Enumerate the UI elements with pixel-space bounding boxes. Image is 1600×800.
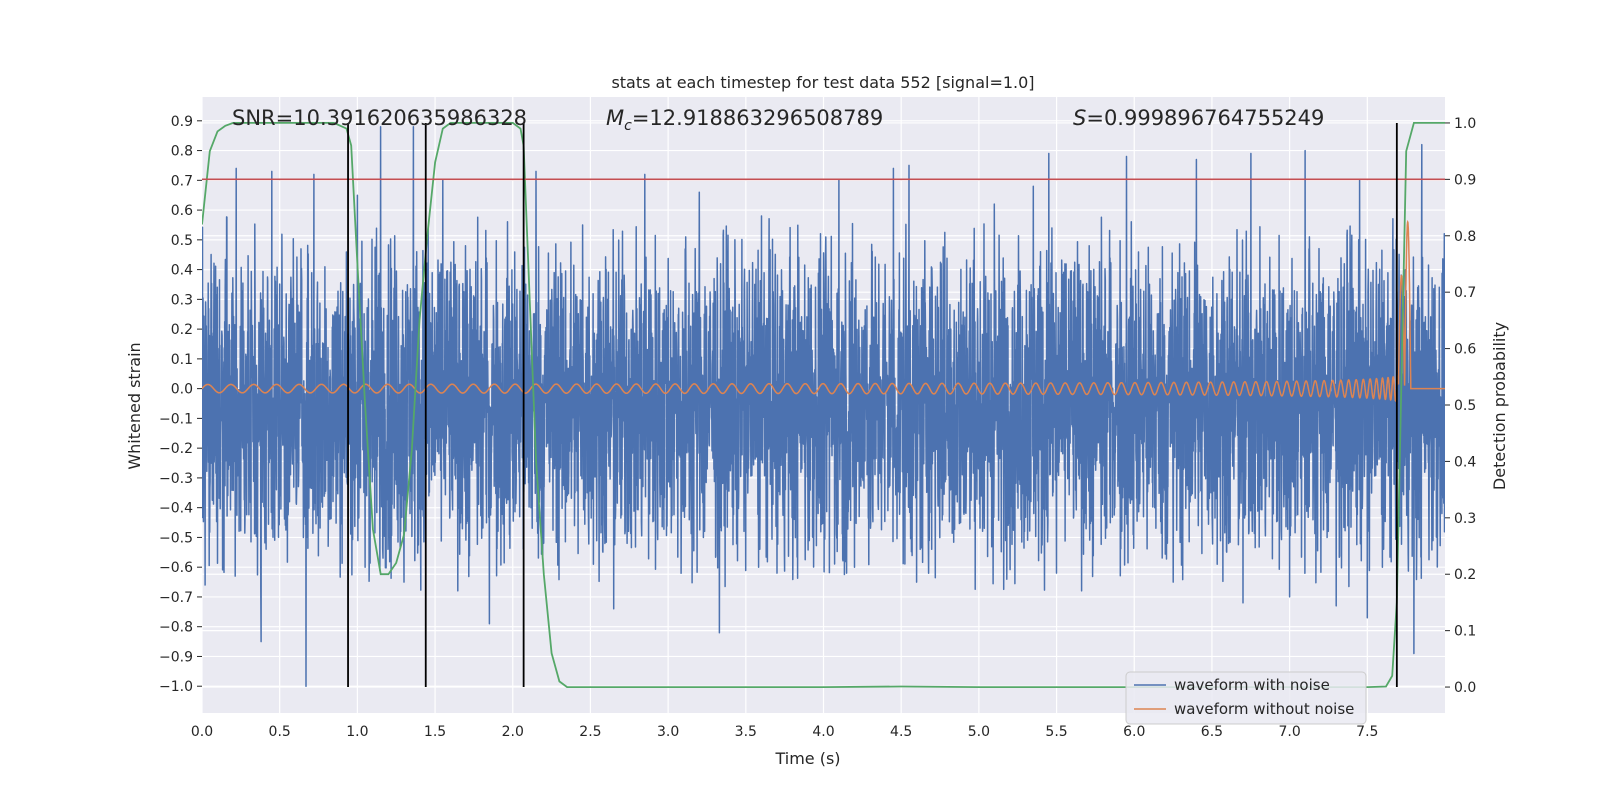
y2-tick-label: 0.7 — [1454, 285, 1476, 301]
x-tick-label: 6.0 — [1123, 724, 1145, 740]
y-tick-label: 0.1 — [171, 352, 193, 368]
clean-waveform-line — [202, 219, 1445, 402]
y-tick-label: −0.5 — [159, 530, 193, 546]
chirp-mass-subscript: c — [624, 118, 632, 134]
y-tick-label: 0.0 — [171, 382, 193, 398]
y-axis-ticks: 0.9 0.8 0.7 0.6 0.5 0.4 0.3 0.2 0.1 0.0 −0.1 −0.2 −0… — [159, 114, 202, 695]
y-tick-label: 0.5 — [171, 233, 193, 249]
y-tick-label: 0.9 — [171, 114, 193, 130]
score-annotation: S=0.999896764755249 — [1073, 106, 1324, 130]
y2-tick-label: 0.1 — [1454, 624, 1476, 640]
event-markers — [347, 122, 1398, 688]
x-axis-ticks: 0.0 0.5 1.0 1.5 2.0 2.5 3.0 3.5 4.0 4.5 5.0 5.5 6.0 6… — [191, 724, 1379, 740]
chirp-mass-annotation: Mc=12.918863296508789 — [606, 106, 883, 134]
y2-axis-ticks: 0.0 0.1 0.2 0.3 0.4 0.5 0.6 0.7 0.8 0.9 1.0 — [1445, 116, 1476, 696]
legend-box — [1125, 671, 1367, 725]
x-tick-label: 0.5 — [269, 724, 291, 740]
y-tick-label: 0.6 — [171, 203, 193, 219]
x-tick-label: 7.5 — [1356, 724, 1378, 740]
legend-entry-clean: waveform without noise — [1174, 700, 1354, 718]
x-tick-label: 5.5 — [1045, 724, 1067, 740]
y2-tick-label: 0.4 — [1454, 454, 1476, 470]
x-tick-label: 0.0 — [191, 724, 213, 740]
y2-tick-label: 0.0 — [1454, 680, 1476, 696]
x-tick-label: 4.5 — [890, 724, 912, 740]
x-axis-label: Time (s) — [774, 749, 840, 768]
y-tick-label: −0.7 — [159, 590, 193, 606]
x-tick-label: 3.0 — [657, 724, 679, 740]
y-tick-label: −0.6 — [159, 560, 193, 576]
x-tick-label: 5.0 — [968, 724, 990, 740]
chirp-mass-value: =12.918863296508789 — [632, 106, 883, 130]
y-tick-label: 0.2 — [171, 322, 193, 338]
series-waveform-without-noise — [202, 219, 1445, 402]
y-tick-label: 0.3 — [171, 292, 193, 308]
y-tick-label: −0.8 — [159, 620, 193, 636]
y-tick-label: −1.0 — [159, 679, 193, 695]
y2-axis-label: Detection probability — [1490, 322, 1509, 490]
score-value: =0.999896764755249 — [1086, 106, 1324, 130]
score-symbol: S — [1073, 106, 1086, 130]
x-tick-label: 2.0 — [502, 724, 524, 740]
y-tick-label: 0.7 — [171, 173, 193, 189]
series-waveform-with-noise — [202, 126, 1445, 687]
y-tick-label: −0.4 — [159, 501, 193, 517]
y2-tick-label: 0.2 — [1454, 567, 1476, 583]
y-tick-label: −0.1 — [159, 411, 193, 427]
chart-title: stats at each timestep for test data 552… — [611, 73, 1034, 92]
noise-waveform-line — [202, 126, 1445, 687]
y2-tick-label: 0.3 — [1454, 511, 1476, 527]
legend-entry-noise: waveform with noise — [1174, 676, 1330, 694]
legend: waveform with noise waveform without noi… — [1125, 671, 1367, 725]
x-tick-label: 1.0 — [346, 724, 368, 740]
y2-tick-label: 0.6 — [1454, 342, 1476, 358]
y2-tick-label: 0.5 — [1454, 398, 1476, 414]
x-tick-label: 3.5 — [735, 724, 757, 740]
x-tick-label: 6.5 — [1201, 724, 1223, 740]
y-tick-label: −0.3 — [159, 471, 193, 487]
y2-tick-label: 0.8 — [1454, 229, 1476, 245]
chirp-mass-symbol: M — [606, 106, 624, 130]
y-tick-label: −0.9 — [159, 649, 193, 665]
y2-tick-label: 0.9 — [1454, 172, 1476, 188]
x-tick-label: 2.5 — [579, 724, 601, 740]
y-tick-label: 0.8 — [171, 144, 193, 160]
x-tick-label: 7.0 — [1278, 724, 1300, 740]
y-axis-label: Whitened strain — [125, 342, 144, 469]
y2-tick-label: 1.0 — [1454, 116, 1476, 132]
x-tick-label: 4.0 — [812, 724, 834, 740]
snr-annotation: SNR=10.391620635986328 — [232, 106, 527, 130]
y-tick-label: 0.4 — [171, 263, 193, 279]
y-tick-label: −0.2 — [159, 441, 193, 457]
x-tick-label: 1.5 — [424, 724, 446, 740]
